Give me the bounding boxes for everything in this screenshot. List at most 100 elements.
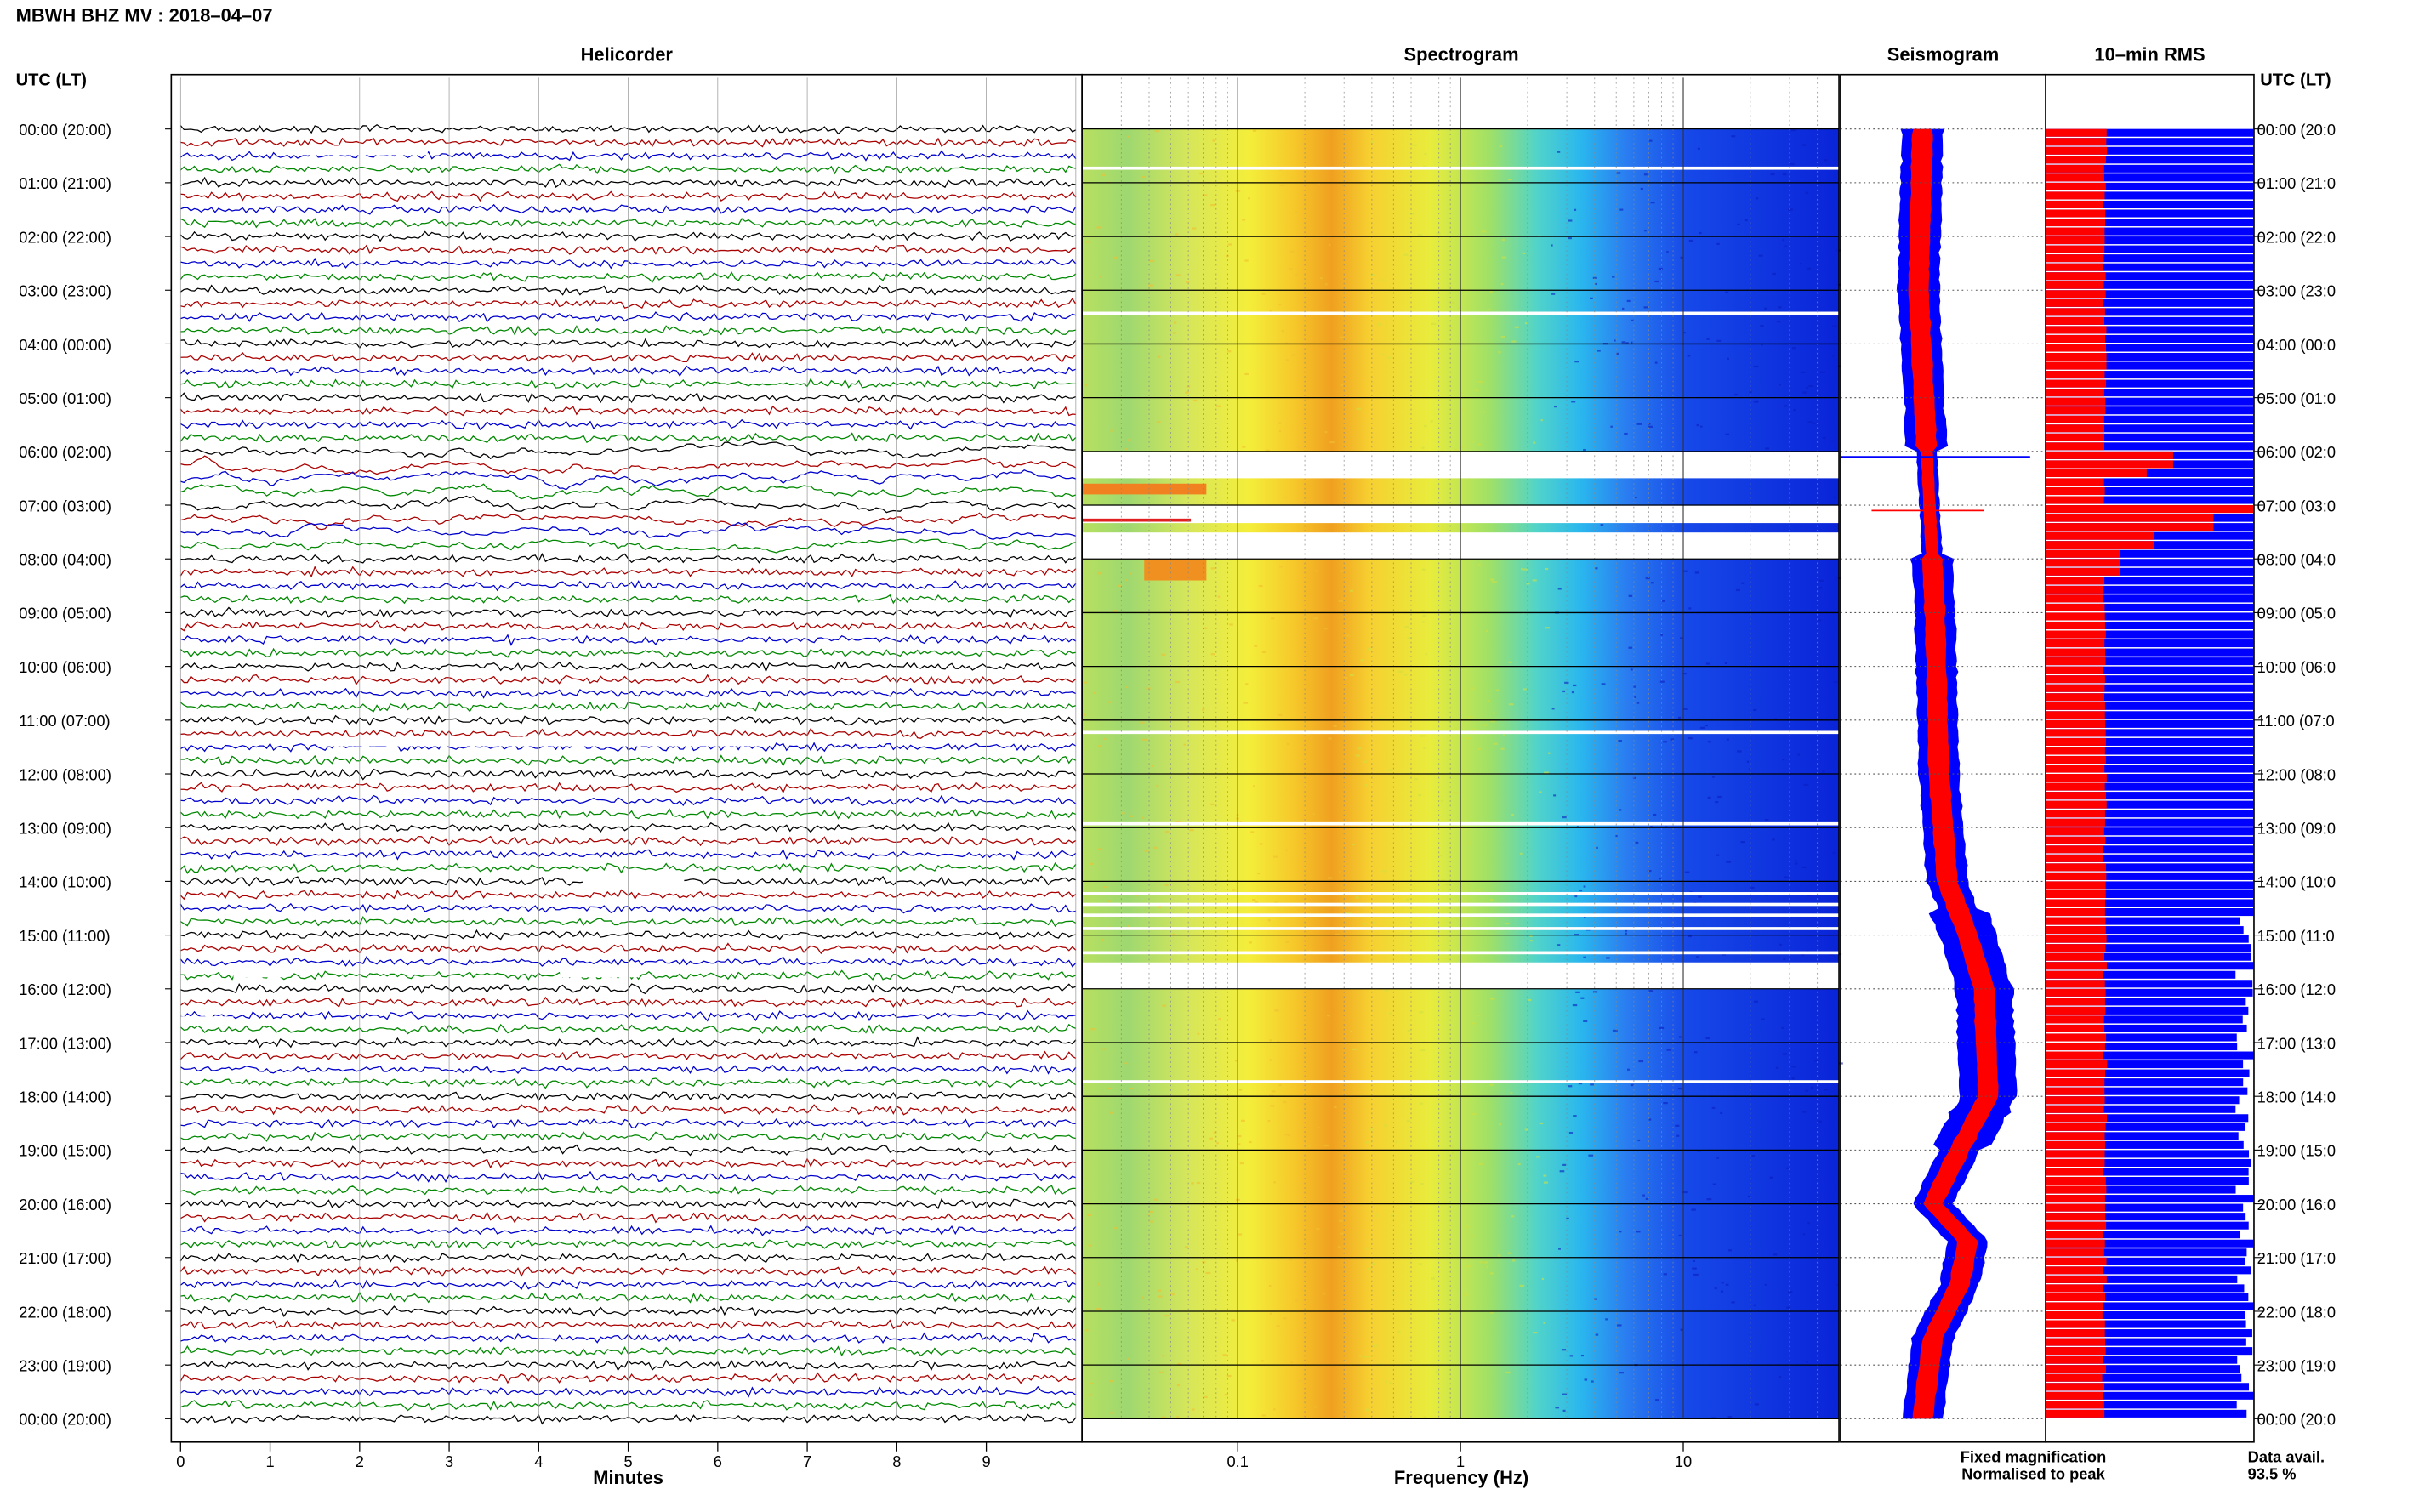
spectrogram-speckle [1217, 595, 1221, 598]
rms-bar-fixed [2046, 1114, 2249, 1123]
spectrogram-speckle [1680, 256, 1683, 259]
spectrogram-speckle [1161, 653, 1166, 656]
helicorder-xtick-label: 3 [445, 1452, 453, 1470]
spectrogram-speckle [1648, 425, 1653, 428]
spectrogram-speckle [1149, 259, 1155, 263]
spectrogram-speckle [1329, 244, 1331, 247]
spectrogram-speckle [1170, 1293, 1175, 1296]
spectrogram-speckle [1529, 939, 1533, 942]
spectrogram-speckle [1720, 1111, 1723, 1115]
spectrogram-speckle [1707, 741, 1711, 743]
spectrogram-speckle [1485, 629, 1488, 633]
rms-bar-normalised [2046, 138, 2107, 146]
spectrogram-speckle [1805, 191, 1809, 194]
spectrogram-speckle [1822, 770, 1825, 773]
spectrogram-speckle [1786, 1306, 1790, 1309]
spectrogram-speckle [1337, 1246, 1341, 1248]
spectrogram-speckle [1711, 1417, 1716, 1419]
spectrogram-speckle [1660, 634, 1663, 636]
rms-bar-normalised [2046, 1213, 2106, 1221]
spectrogram-speckle [1551, 293, 1556, 295]
rms-bar-normalised [2046, 389, 2104, 397]
rms-bar-normalised [2046, 1158, 2105, 1167]
spectrogram-speckle [1645, 577, 1650, 580]
spectrogram-speckle [1269, 1039, 1272, 1042]
rms-bar-normalised [2046, 908, 2105, 917]
spectrogram-speckle [1590, 297, 1593, 299]
spectrogram-speckle [1508, 1252, 1511, 1254]
rms-bar-normalised [2046, 755, 2106, 765]
right-time-label: 00:00 (20:0 [2257, 121, 2336, 139]
rms-bar-fixed [2046, 737, 2254, 746]
rms-bar-fixed [2046, 711, 2254, 719]
spectrogram-speckle [1619, 809, 1622, 811]
spectrogram-speckle [1210, 204, 1215, 207]
rms-bar-normalised [2046, 702, 2105, 710]
left-time-label: 00:00 (20:00) [19, 121, 111, 139]
spectrogram-speckle [1102, 1048, 1107, 1050]
spectrogram-speckle [1440, 799, 1443, 803]
rms-title: 10–min RMS [2094, 43, 2205, 65]
spectrogram-speckle [1472, 1022, 1476, 1025]
spectrogram-speckle [1124, 1062, 1127, 1065]
spectrogram-speckle [1298, 1379, 1304, 1383]
rms-bar-fixed [2046, 1320, 2246, 1328]
spectrogram-speckle [1269, 310, 1272, 313]
spectrogram-speckle [1625, 342, 1629, 344]
spectrogram-speckle [1812, 422, 1816, 425]
rms-bar-normalised [2046, 577, 2105, 585]
spectrogram-speckle [1544, 771, 1549, 774]
left-time-label: 06:00 (02:00) [19, 443, 111, 461]
spectrogram-speckle [1269, 1059, 1272, 1061]
spectrogram-speckle [1574, 208, 1577, 211]
spectrogram-speckle [1476, 889, 1481, 891]
rms-bar-normalised [2046, 1078, 2105, 1087]
spectrogram-speckle [1529, 935, 1533, 937]
rms-bar-normalised [2046, 316, 2104, 325]
spectrogram-speckle [1107, 1087, 1112, 1089]
spectrogram-speckle [1210, 803, 1215, 806]
spectrogram-speckle [1579, 889, 1583, 892]
rms-bar-fixed [2046, 684, 2254, 692]
spectrogram-speckle [1487, 308, 1490, 311]
helicorder-xtick-label: 4 [534, 1452, 543, 1470]
spectrogram-speckle [1269, 1312, 1272, 1315]
spectrogram-speckle [1625, 929, 1628, 932]
spectrogram-speckle [1800, 371, 1806, 373]
spectrogram-speckle [1578, 1082, 1583, 1085]
spectrogram-speckle [1764, 819, 1769, 821]
rms-bar-normalised [2046, 935, 2107, 943]
spectrogram-speckle [1172, 332, 1177, 334]
rms-bar-normalised [2046, 944, 2106, 952]
left-time-label: 01:00 (21:00) [19, 174, 111, 192]
spectrogram-speckle [1805, 1089, 1809, 1092]
spectrogram-speckle [1214, 1120, 1217, 1123]
rms-bar-normalised [2046, 290, 2106, 298]
spectrogram-speckle [1421, 621, 1425, 623]
rms-bar-normalised [2046, 1373, 2103, 1382]
spectrogram-speckle [1350, 1030, 1353, 1033]
rms-bar-fixed [2046, 1257, 2245, 1265]
spectrogram-speckle [1500, 283, 1504, 286]
spectrogram-speckle [1471, 440, 1475, 443]
rms-bar-normalised [2046, 836, 2106, 844]
spectrogram-speckle [1731, 135, 1736, 138]
rms-bar-normalised [2046, 684, 2105, 692]
rms-bar-normalised [2046, 146, 2108, 155]
spectrogram-speckle [1101, 938, 1104, 941]
data-availability-label: Data avail. [2248, 1448, 2325, 1466]
spectrogram-speckle [1375, 1214, 1378, 1217]
spectrogram-speckle [1103, 737, 1107, 740]
spectrogram-speckle [1420, 610, 1425, 612]
spectrogram-speckle [1129, 1087, 1134, 1090]
rms-bar-normalised [2046, 191, 2105, 200]
spectrogram-speckle [1551, 708, 1555, 710]
helicorder-gap [303, 145, 428, 156]
spectrogram-speckle [1406, 898, 1410, 901]
spectrogram-speckle [1810, 1086, 1813, 1089]
helicorder-xlabel: Minutes [593, 1467, 663, 1488]
spectrogram-speckle [1682, 708, 1688, 710]
spectrogram-speckle [1202, 708, 1205, 711]
spectrogram-speckle [1355, 896, 1359, 899]
spectrogram-speckle [1340, 384, 1343, 387]
